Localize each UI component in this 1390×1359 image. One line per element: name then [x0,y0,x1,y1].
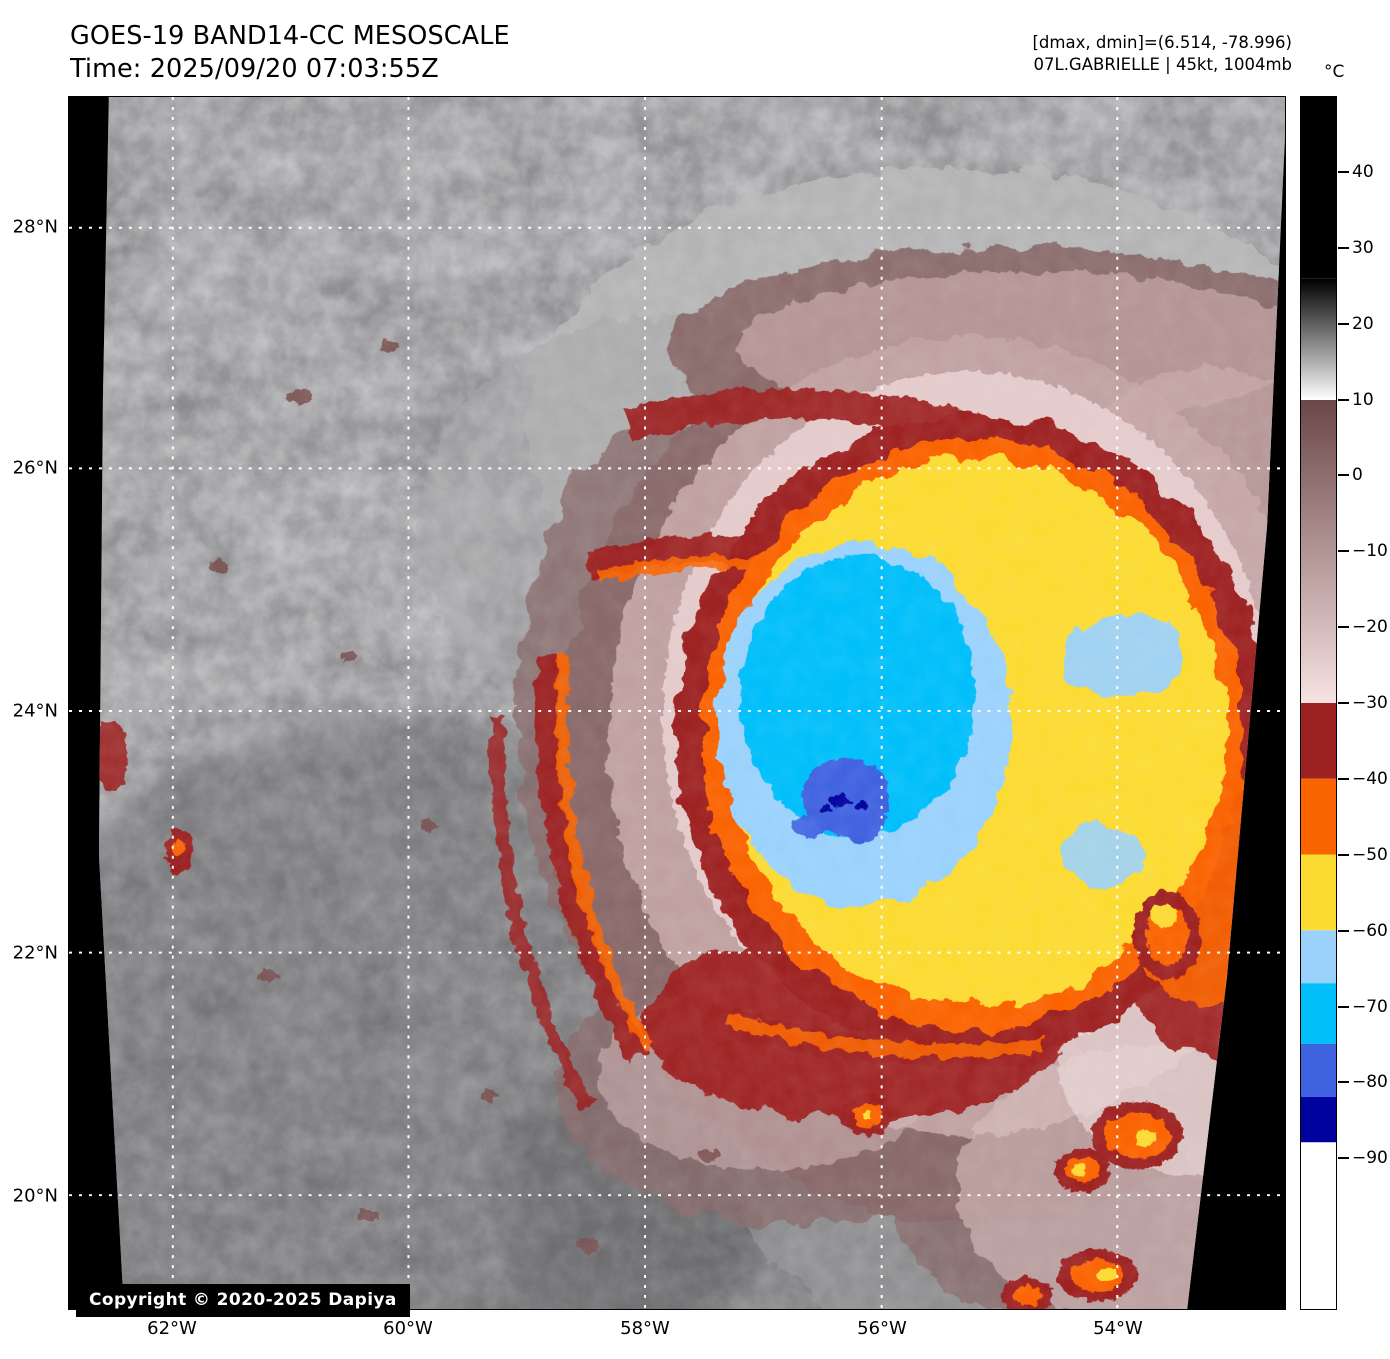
lat-lon-grid [69,97,1285,1309]
colorbar-segment [1301,1142,1336,1309]
colorbar-segment [1301,930,1336,984]
colorbar-tick-mark [1338,702,1349,704]
title-block: GOES-19 BAND14-CC MESOSCALE Time: 2025/0… [70,20,510,86]
dmax-dmin-label: [dmax, dmin]=(6.514, -78.996) [1032,33,1293,52]
colorbar-tick-label: −10 [1352,541,1388,562]
colorbar-tick-label: 0 [1352,465,1363,486]
colorbar-tick-label: 20 [1352,313,1374,334]
lat-tick-26n: 26°N [12,457,58,479]
temperature-colorbar[interactable] [1300,96,1337,1310]
lon-tick-58w: 58°W [620,1318,670,1339]
lon-tick-56w: 56°W [857,1318,907,1339]
satellite-plot-area[interactable] [68,96,1286,1310]
colorbar-segment [1301,97,1336,279]
colorbar-segment [1301,854,1336,931]
colorbar-segment [1301,1096,1336,1143]
colorbar-tick-mark [1338,398,1349,401]
canopy-fine-texture [98,97,1285,1309]
lat-tick-28n: 28°N [12,216,58,238]
colorbar-canvas [1301,97,1336,1309]
colorbar-tick-mark [1338,853,1349,856]
colorbar-segment [1301,983,1336,1044]
copyright-banner: Copyright © 2020-2025 Dapiya [76,1284,410,1317]
colorbar-tick-mark [1338,474,1349,477]
colorbar-tick-mark [1338,322,1349,325]
lon-tick-62w: 62°W [147,1318,197,1339]
colorbar-segment [1301,1043,1336,1097]
lon-tick-60w: 60°W [383,1318,433,1339]
colorbar-tick-label: 10 [1352,389,1374,410]
timestamp-line: Time: 2025/09/20 07:03:55Z [70,54,439,85]
colorbar-segment [1301,400,1336,703]
colorbar-tick-mark [1338,550,1349,553]
colorbar-tick-label: −60 [1352,920,1388,941]
page-title: GOES-19 BAND14-CC MESOSCALE [70,21,510,51]
colorbar-tick-label: −70 [1352,996,1388,1017]
lat-tick-20n: 20°N [12,1185,58,1207]
colorbar-tick-label: −90 [1352,1148,1388,1169]
satellite-image-canvas [69,97,1285,1309]
colorbar-unit-label: °C [1324,62,1345,82]
storm-info-label: 07L.GABRIELLE | 45kt, 1004mb [1033,55,1293,75]
colorbar-tick-label: −30 [1352,693,1388,713]
metadata-block: [dmax, dmin]=(6.514, -78.996) 07L.GABRIE… [1033,32,1293,77]
colorbar-tick-label: −80 [1352,1072,1388,1093]
swath-group [98,97,1285,1309]
lat-tick-24n: 24°N [12,700,58,722]
colorbar-tick-mark [1338,170,1349,173]
colorbar-tick-mark [1338,929,1349,932]
colorbar-tick-label: −40 [1352,768,1388,789]
colorbar-tick-label: −50 [1352,844,1388,865]
colorbar-tick-label: 40 [1352,161,1374,182]
colorbar-tick-label: −20 [1352,617,1388,638]
colorbar-tick-mark [1338,626,1349,629]
colorbar-tick-mark [1338,1005,1349,1008]
colorbar-segment [1301,778,1336,855]
colorbar-segment [1301,278,1336,400]
lon-tick-54w: 54°W [1093,1318,1143,1339]
colorbar-tick-label: 30 [1352,237,1374,258]
colorbar-segment [1301,703,1336,779]
colorbar-tick-mark [1338,246,1349,249]
colorbar-tick-mark [1338,777,1349,780]
colorbar-tick-mark [1338,1081,1349,1084]
lat-tick-22n: 22°N [12,942,58,964]
colorbar-tick-mark [1338,1157,1349,1160]
